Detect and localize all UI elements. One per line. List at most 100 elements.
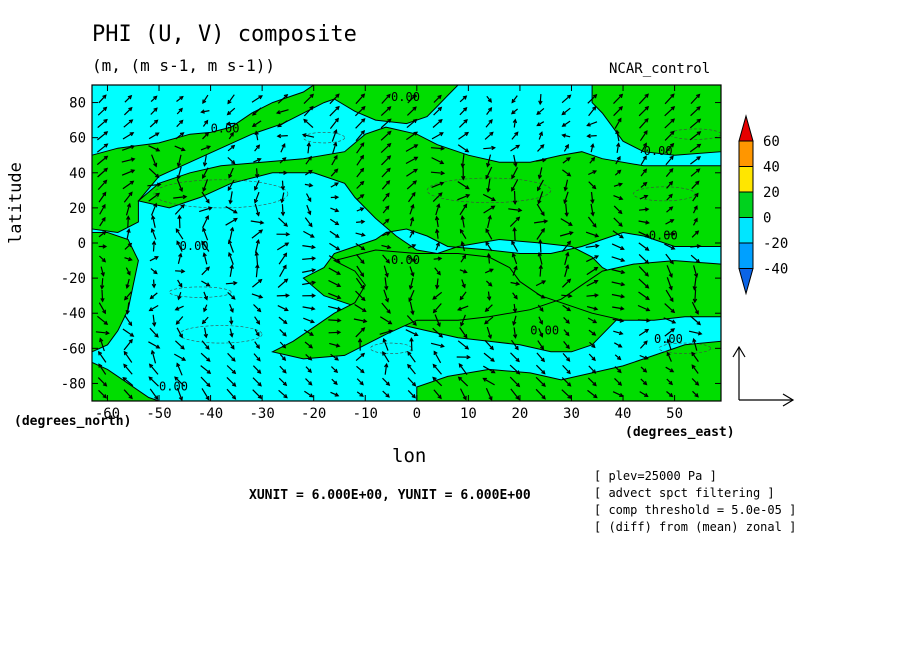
vector-arrow xyxy=(612,318,624,322)
vector-arrow-head xyxy=(201,319,207,325)
vector-arrow-head xyxy=(439,181,445,186)
vector-arrow-head xyxy=(617,117,622,123)
vector-arrow xyxy=(256,168,258,178)
vector-arrow xyxy=(330,207,339,212)
vector-arrow xyxy=(203,155,207,166)
vector-arrow-head xyxy=(436,322,441,328)
vector-arrow-head xyxy=(204,131,210,137)
vector-arrow xyxy=(251,95,263,103)
vector-arrow-head xyxy=(280,211,286,217)
vector-arrow-head xyxy=(205,282,211,287)
vector-arrow xyxy=(690,245,701,248)
vector-arrow xyxy=(408,289,415,302)
vector-arrow-head xyxy=(228,251,233,257)
vector-arrow-head xyxy=(202,227,207,232)
vector-arrow xyxy=(410,217,414,227)
vector-arrow-head xyxy=(360,259,365,265)
vector-arrow-head xyxy=(258,229,264,234)
vector-arrow xyxy=(483,365,495,374)
inner-contour xyxy=(633,186,696,202)
vector-arrow xyxy=(97,131,108,141)
vector-arrow xyxy=(302,245,315,248)
vector-arrow-head xyxy=(386,155,392,160)
vector-arrow-head xyxy=(336,270,342,275)
vector-arrow xyxy=(382,377,390,386)
vector-arrow-head xyxy=(360,246,366,251)
vector-arrow xyxy=(281,192,285,203)
vector-arrow-head xyxy=(283,394,288,399)
vector-arrow-head xyxy=(155,173,160,179)
vector-arrow xyxy=(225,218,238,226)
vector-arrow-head xyxy=(128,256,133,262)
vector-arrow-head xyxy=(669,168,674,173)
vector-arrow xyxy=(639,118,649,129)
vector-arrow xyxy=(432,192,443,203)
vector-arrow-head xyxy=(620,282,626,287)
vector-arrow xyxy=(484,131,494,140)
y-tick-label: 80 xyxy=(69,96,86,112)
vector-arrow xyxy=(122,132,134,140)
vector-arrow xyxy=(690,315,701,325)
vector-arrow-head xyxy=(202,162,208,167)
vector-arrow xyxy=(355,277,365,289)
vector-arrow xyxy=(202,228,209,241)
vector-arrow-head xyxy=(460,215,465,220)
vector-arrow xyxy=(101,278,104,289)
vector-arrow xyxy=(407,94,416,104)
vector-arrow xyxy=(330,353,339,361)
vector-arrow-head xyxy=(280,198,285,204)
vector-arrow xyxy=(202,215,209,229)
vector-arrow-head xyxy=(99,285,105,290)
vector-arrow xyxy=(383,289,389,302)
vector-arrow xyxy=(303,119,314,129)
vector-arrow xyxy=(616,130,620,142)
vector-arrow xyxy=(613,106,623,117)
vector-arrow xyxy=(638,291,650,300)
vector-arrow-head xyxy=(201,240,206,246)
vector-arrow-head xyxy=(307,197,312,203)
vector-arrow-head xyxy=(251,111,257,116)
vector-arrow xyxy=(612,306,624,310)
vector-arrow-head xyxy=(541,280,547,285)
vector-arrow xyxy=(691,352,699,362)
vector-arrow xyxy=(355,118,366,129)
vector-arrow-head xyxy=(511,174,516,180)
vector-arrow xyxy=(664,303,675,313)
inner-contour xyxy=(179,325,263,344)
vector-arrow-head xyxy=(311,256,317,261)
vector-arrow xyxy=(227,291,236,300)
vector-arrow xyxy=(227,156,236,165)
vector-arrow-head xyxy=(334,356,339,361)
vector-arrow xyxy=(380,143,391,154)
vector-arrow xyxy=(638,231,650,238)
vector-arrow xyxy=(199,207,212,213)
vector-arrow-head xyxy=(536,122,541,127)
vector-arrow xyxy=(252,120,262,127)
vector-arrow xyxy=(381,168,391,178)
vector-arrow xyxy=(406,180,417,190)
vector-arrow-head xyxy=(204,119,209,125)
vector-arrow xyxy=(278,389,288,399)
vector-arrow xyxy=(279,353,286,361)
x-tick-label: -20 xyxy=(301,406,326,422)
vector-arrow-head xyxy=(486,252,492,258)
vector-arrow xyxy=(281,204,284,216)
vector-arrow xyxy=(485,387,493,401)
vector-arrow-head xyxy=(617,368,622,374)
vector-arrow xyxy=(564,252,569,266)
vector-arrow-head xyxy=(668,285,673,291)
vector-arrow xyxy=(562,304,571,311)
vector-arrow xyxy=(200,365,211,374)
vector-arrow xyxy=(122,328,134,337)
vector-arrow-head xyxy=(230,345,235,350)
vector-arrow-head xyxy=(463,269,468,274)
vector-arrow-head xyxy=(180,203,185,209)
vector-arrow xyxy=(201,191,210,204)
vector-arrow xyxy=(588,329,596,336)
vector-arrow-head xyxy=(616,169,622,174)
vector-arrow-head xyxy=(382,351,387,356)
vector-arrow xyxy=(482,193,496,201)
vector-arrow xyxy=(405,329,418,336)
vector-arrow xyxy=(461,154,465,167)
vector-arrow-head xyxy=(668,392,674,398)
